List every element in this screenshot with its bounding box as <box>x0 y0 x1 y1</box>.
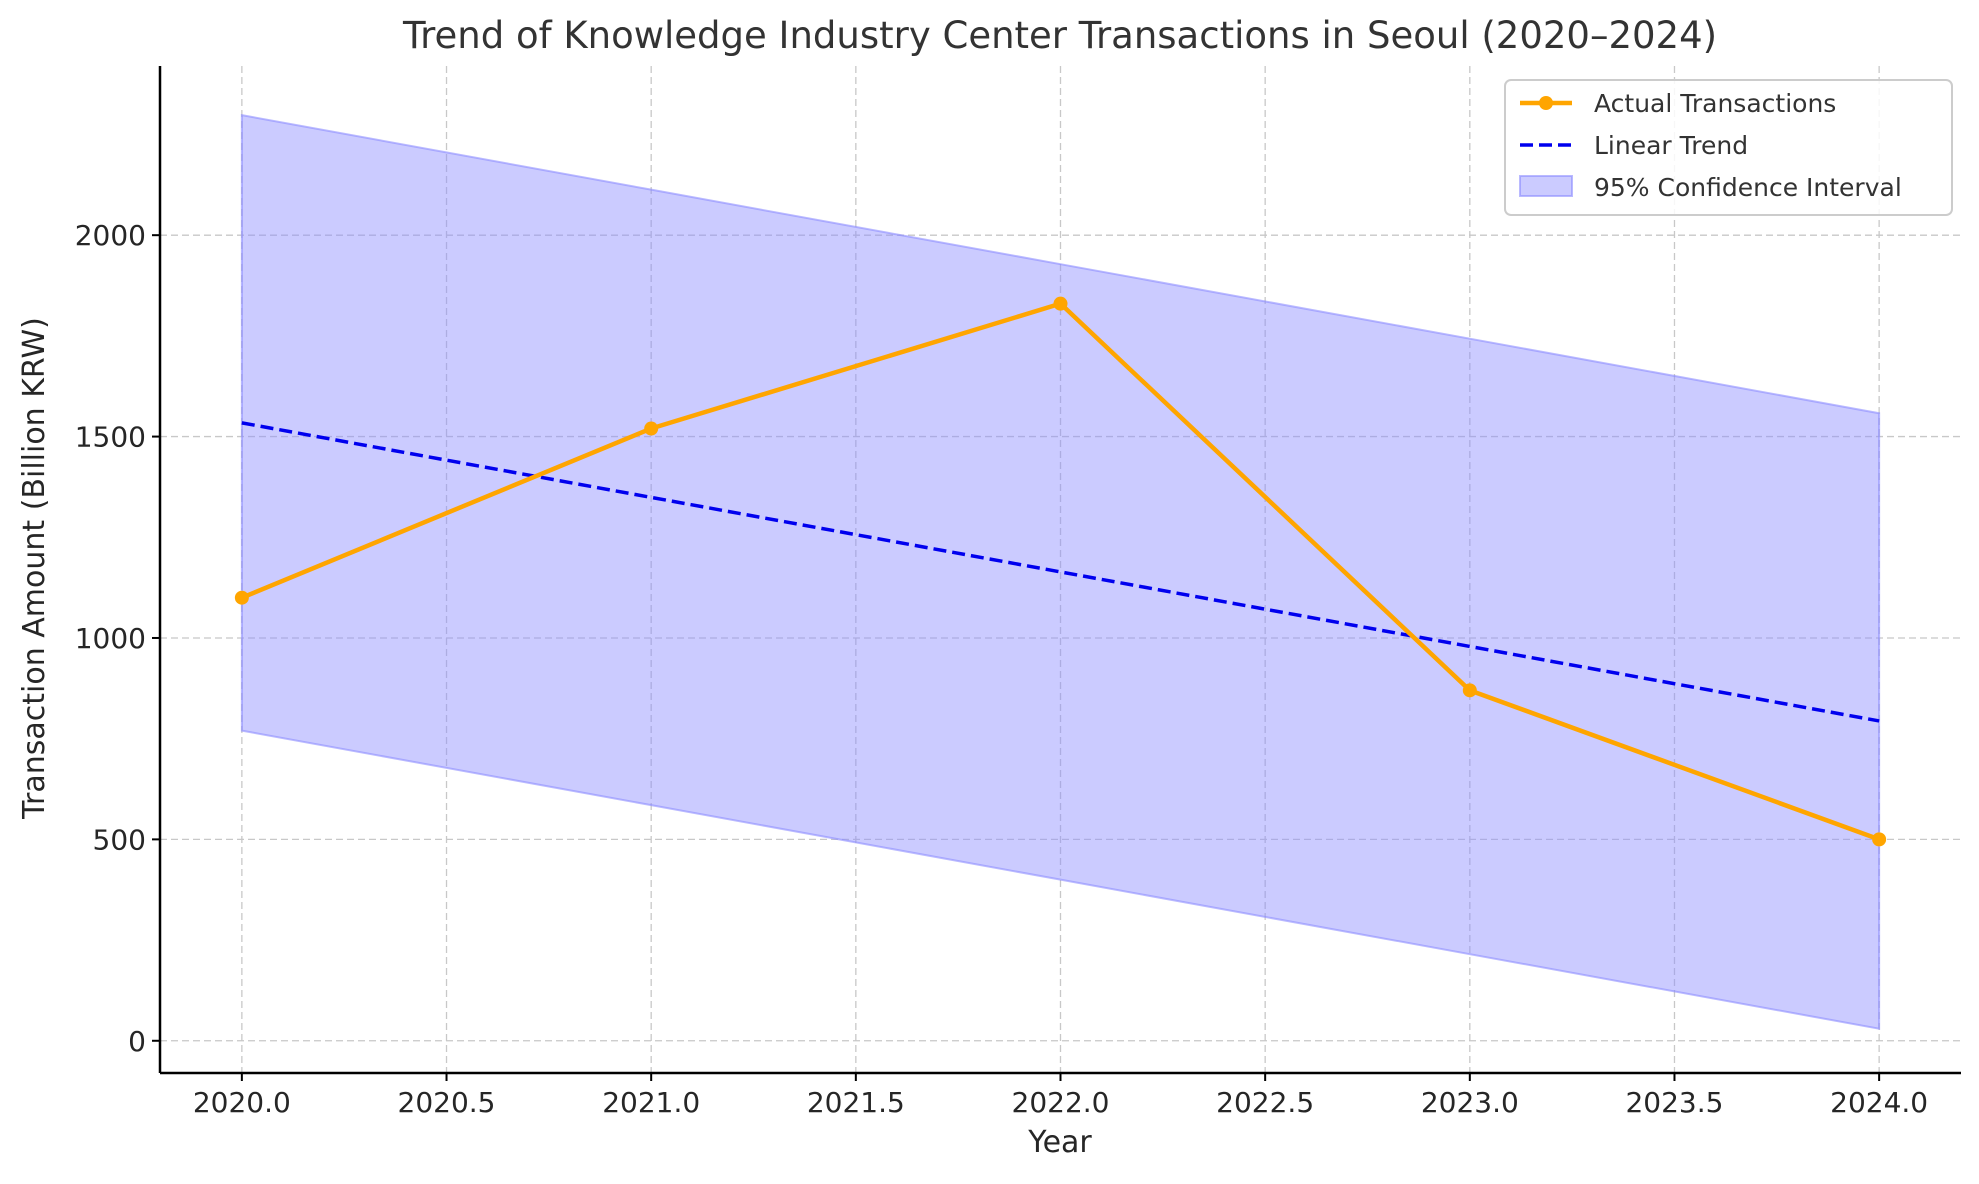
legend: Actual Transactions Linear Trend 95% Con… <box>1504 79 1953 216</box>
y-axis-title: Transaction Amount (Billion KRW) <box>17 317 52 820</box>
y-tick-label: 500 <box>93 823 146 856</box>
axes <box>152 66 1961 1081</box>
confidence-interval-band <box>240 113 1881 1030</box>
x-tick-label: 2022.0 <box>1012 1086 1110 1119</box>
legend-box <box>1504 79 1953 216</box>
legend-confidence-interval-label: 95% Confidence Interval <box>1594 173 1902 202</box>
y-tick-label: 1500 <box>75 421 146 454</box>
x-tick-label: 2020.0 <box>193 1086 291 1119</box>
actual-transactions-point <box>1462 683 1477 698</box>
actual-transactions-point <box>644 421 659 436</box>
actual-transactions-point <box>1053 296 1068 311</box>
confidence-band-layer <box>240 113 1881 1030</box>
actual-transactions-point <box>1872 832 1887 847</box>
x-axis-title: Year <box>1027 1125 1092 1160</box>
legend-actual-transactions-label: Actual Transactions <box>1594 89 1836 118</box>
x-tick-label: 2021.0 <box>602 1086 700 1119</box>
y-tick-label: 2000 <box>75 219 146 252</box>
x-tick-label: 2022.5 <box>1216 1086 1314 1119</box>
x-tick-label: 2020.5 <box>398 1086 496 1119</box>
y-tick-label: 1000 <box>75 622 146 655</box>
y-tick-label: 0 <box>128 1025 146 1058</box>
x-tick-label: 2023.0 <box>1421 1086 1519 1119</box>
legend-actual-transactions-marker <box>1539 96 1553 110</box>
actual-line-layer <box>234 296 1887 847</box>
tick-labels: 2020.0 2020.5 2021.0 2021.5 2022.0 2022.5 2023… <box>75 219 1928 1119</box>
x-tick-label: 2024.0 <box>1830 1086 1928 1119</box>
x-tick-label: 2021.5 <box>807 1086 905 1119</box>
legend-confidence-interval-swatch <box>1519 175 1573 197</box>
grid-lines <box>160 66 1961 1073</box>
actual-transactions-point <box>234 590 249 605</box>
x-tick-label: 2023.5 <box>1625 1086 1723 1119</box>
chart-title: Trend of Knowledge Industry Center Trans… <box>402 14 1717 57</box>
legend-linear-trend-label: Linear Trend <box>1594 131 1748 160</box>
linear-trend-line <box>241 421 1880 723</box>
trend-line-layer <box>241 421 1880 723</box>
